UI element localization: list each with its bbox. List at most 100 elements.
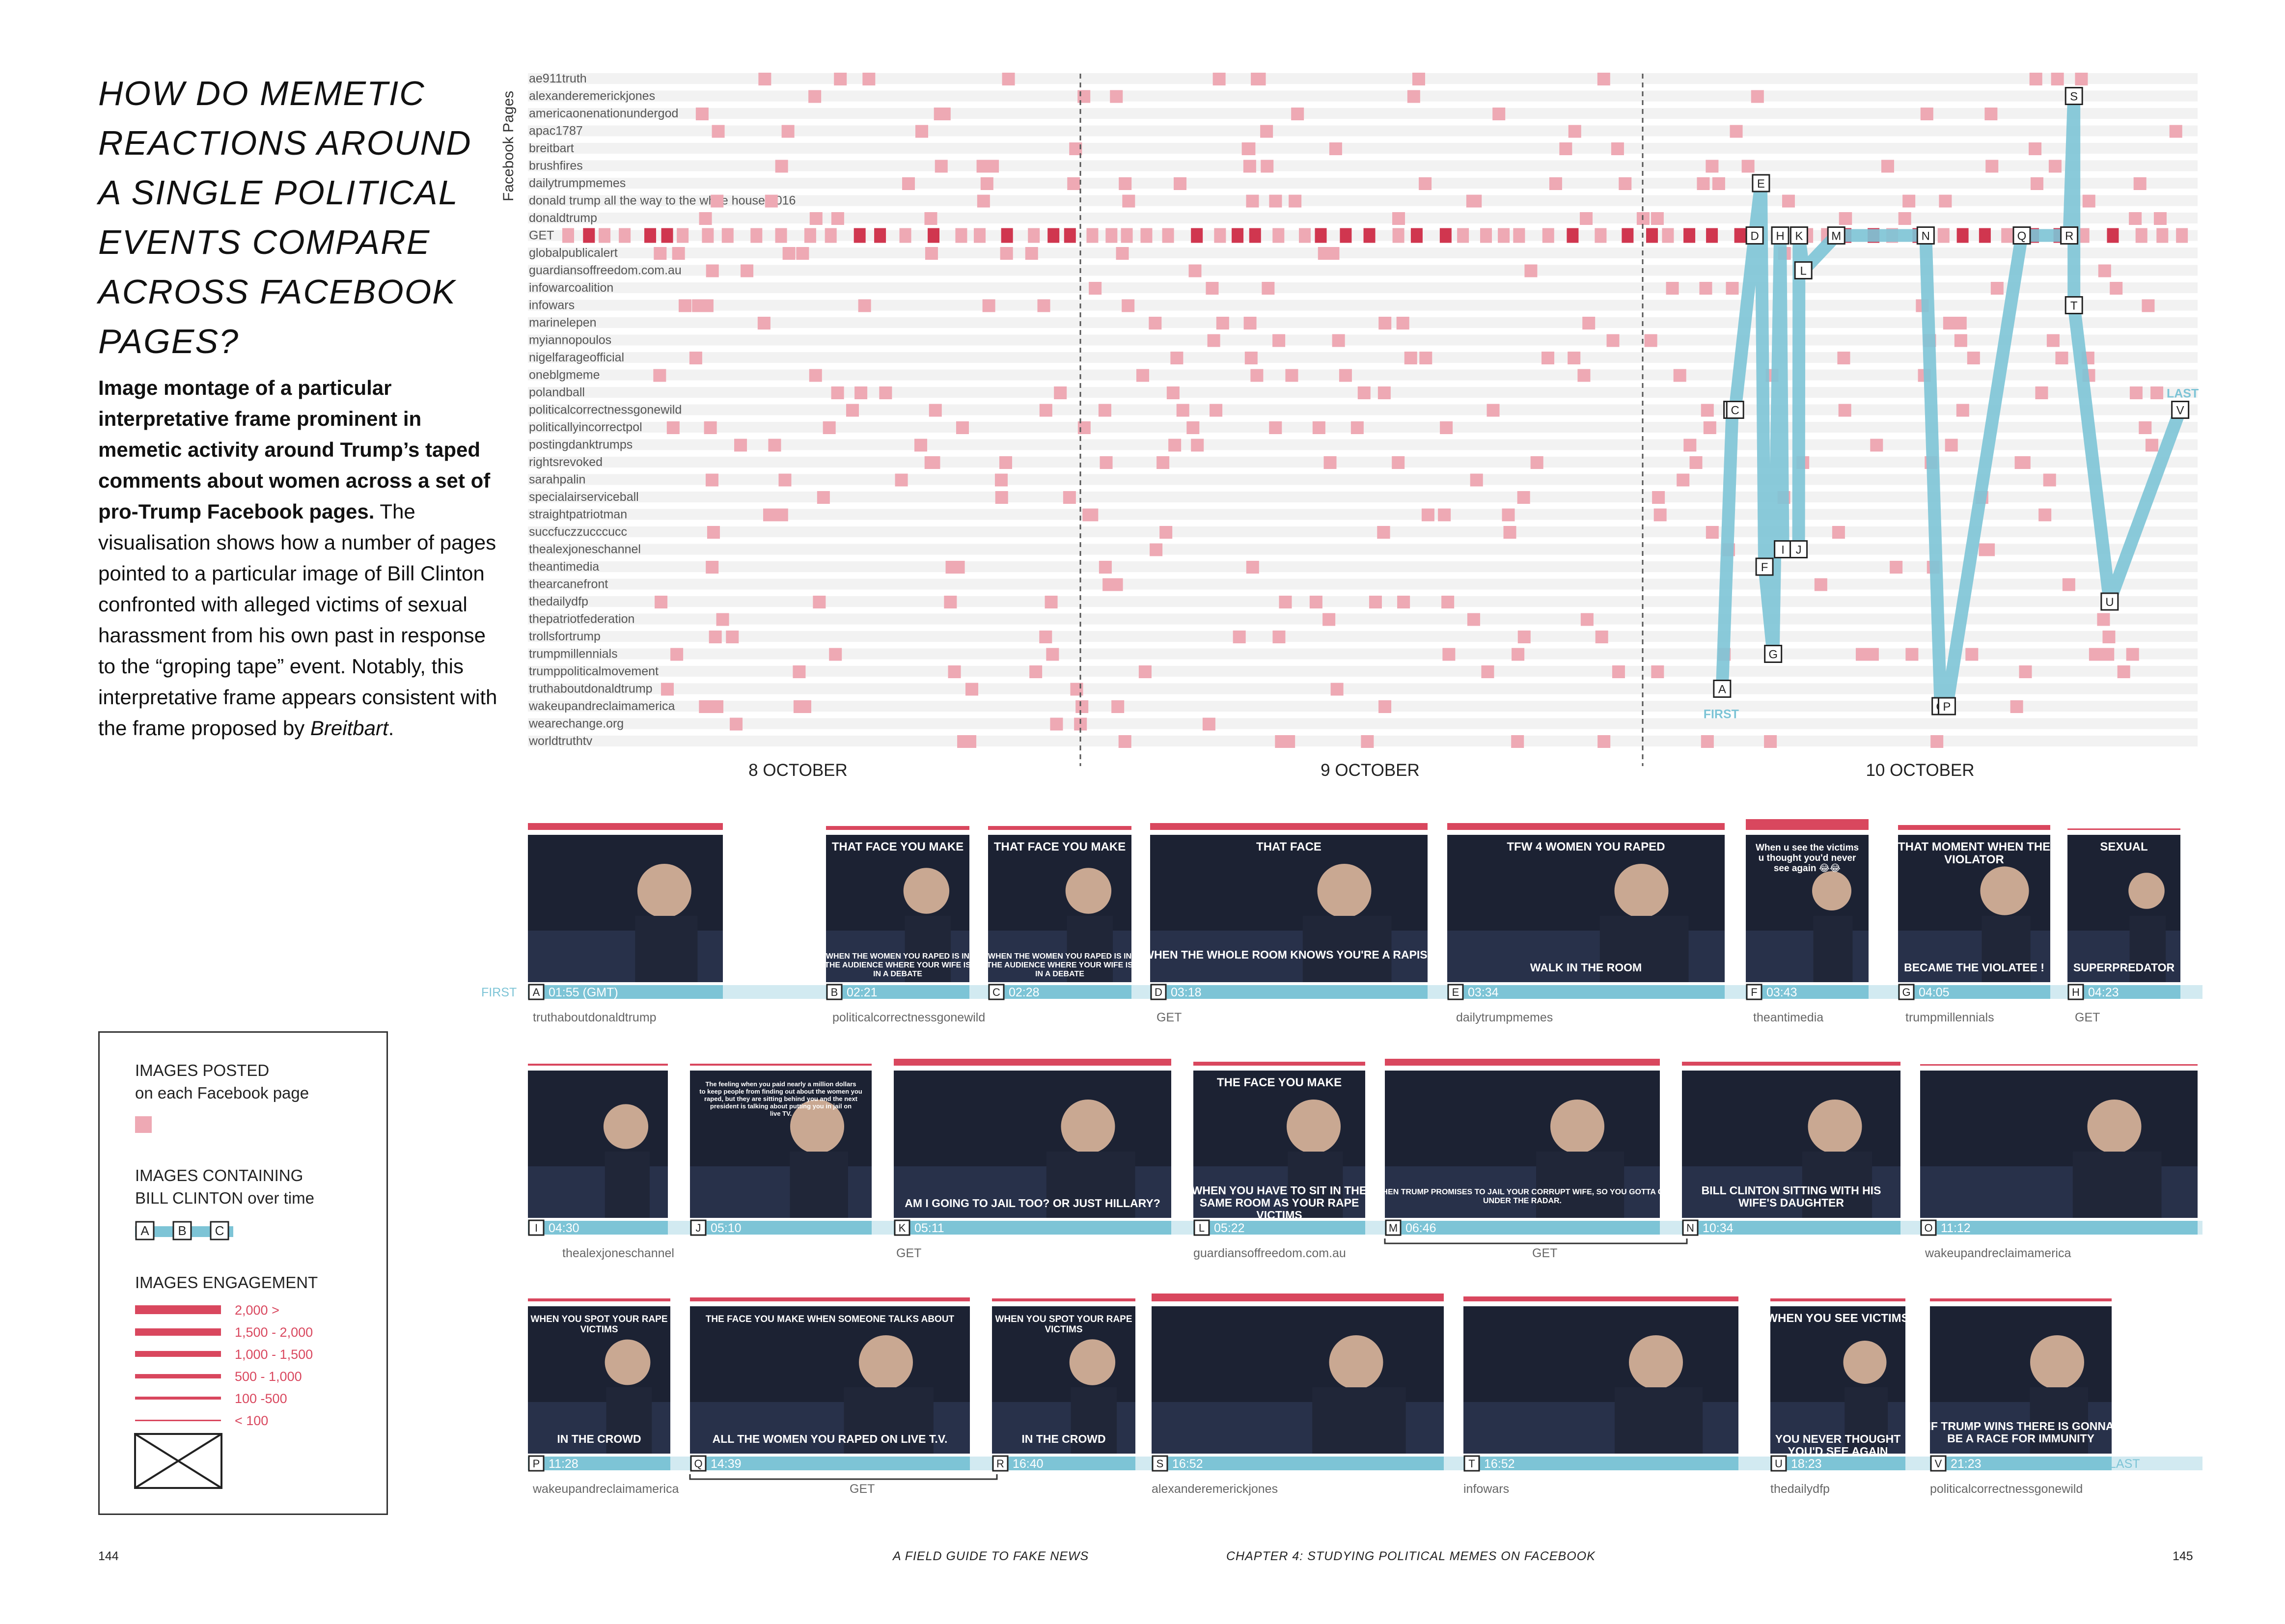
posted-image-square: [956, 421, 969, 434]
timeline-marker-box: [1771, 226, 1789, 245]
page-row-band: [528, 648, 2198, 660]
montage-marker-box: [1463, 1455, 1480, 1472]
posted-image-square: [1212, 73, 1226, 85]
posted-image-square: [1726, 282, 1739, 295]
timeline-marker-label: E: [1757, 177, 1765, 191]
montage-image-u: WHEN YOU SEE VICTIMS YOU NEVER THOUGHT YOU…: [1766, 1298, 1909, 1472]
meme-suit: [1288, 1152, 1343, 1218]
montage-time-band: [1770, 1457, 1905, 1470]
page-row-band: [528, 631, 2198, 642]
montage-time-label: 11:12: [1941, 1221, 1971, 1235]
meme-caption-top: When u see the victims u thought you'd ne…: [1756, 843, 1859, 874]
page-row-band: [528, 457, 2198, 468]
page-row-label: ae911truth: [529, 72, 587, 85]
posted-image-square: [711, 194, 724, 208]
posted-image-square: [1982, 543, 1995, 556]
posted-image-square: [1260, 125, 1273, 138]
meme-face: [2087, 1100, 2142, 1154]
posted-image-square: [1067, 177, 1080, 190]
engagement-bar: [1447, 823, 1725, 830]
montage-marker-box: [1150, 984, 1167, 1000]
meme-face: [1843, 1341, 1887, 1384]
legend-containing-subtitle: BILL CLINTON over time: [135, 1189, 314, 1207]
footer-left-title: A FIELD GUIDE TO FAKE NEWS: [893, 1549, 1089, 1563]
posted-image-square: [1119, 177, 1132, 190]
posted-image-square: [1712, 177, 1725, 190]
montage-marker-label: B: [831, 986, 838, 998]
description-end: .: [388, 716, 394, 740]
engagement-bar: [1920, 1064, 2198, 1066]
posted-image-square: [1001, 228, 1013, 243]
posted-image-square: [809, 212, 823, 225]
legend-engagement-label: 500 - 1,000: [235, 1369, 302, 1384]
timeline-marker-box: [2065, 87, 2083, 105]
timeline-marker-c: C: [1726, 401, 1744, 419]
posted-image-square: [944, 596, 957, 608]
montage-source-label: GET: [1156, 1011, 1182, 1024]
page-row-band: [528, 492, 2198, 502]
montage-marker-box: [1746, 984, 1762, 1000]
posted-image-square: [1870, 439, 1883, 452]
posted-image-square: [2010, 700, 2023, 713]
posted-image-square: [1118, 735, 1131, 748]
posted-image-square: [1480, 228, 1492, 243]
posted-image-square: [1611, 142, 1624, 155]
posted-image-square: [1039, 631, 1052, 643]
timeline-marker-u: U: [2100, 592, 2119, 611]
posted-image-square: [1159, 526, 1173, 539]
montage-time-band: [528, 1221, 668, 1235]
posted-image-square: [1984, 108, 1998, 120]
meme-face: [1629, 1335, 1683, 1389]
montage-source-label: alexanderemerickjones: [1152, 1482, 1278, 1496]
posted-image-square: [1207, 334, 1220, 347]
montage-source-label: GET: [850, 1482, 875, 1496]
posted-image-square: [2133, 177, 2147, 190]
posted-image-square: [1029, 665, 1043, 678]
engagement-bar: [690, 1297, 970, 1301]
montage-time-band: [1920, 1221, 2198, 1235]
montage-marker-label: G: [1902, 986, 1910, 998]
legend-engagement-bar: [135, 1351, 221, 1357]
posted-image-square: [704, 421, 717, 434]
posted-image-square: [977, 194, 990, 208]
timeline-marker-box: [2100, 592, 2119, 611]
meme-caption-bottom: WHEN THE WOMEN YOU RAPED IS IN THE AUDIEN…: [825, 952, 971, 978]
timeline-marker-box: [1789, 226, 1808, 245]
timeline-marker-a: A: [1713, 680, 1732, 698]
meme-suit: [1615, 1387, 1703, 1454]
montage-time-band: [1447, 985, 1725, 999]
posted-image-square: [1837, 352, 1850, 364]
montage-source-label: politicalcorrectnessgonewild: [832, 1011, 985, 1024]
posted-image-square: [1377, 386, 1391, 399]
posted-image-square: [1339, 369, 1352, 382]
posted-image-square: [1651, 665, 1664, 678]
montage-marker-box: [690, 1219, 707, 1236]
montage-marker-box: [1385, 1219, 1402, 1236]
montage-source-label: wakeupandreclaimamerica: [1925, 1246, 2071, 1260]
posted-image-square: [1279, 596, 1292, 608]
page-row: wearechange.org: [528, 717, 2198, 731]
montage-time-band: [1898, 985, 2050, 999]
posted-image-square: [670, 648, 684, 661]
timeline-marker-f: F: [1755, 557, 1774, 576]
posted-image-square: [734, 439, 747, 452]
posted-image-square: [699, 700, 712, 713]
posted-image-square: [2098, 264, 2111, 277]
posted-image-square: [1202, 717, 1215, 731]
date-label: 10 OCTOBER: [1866, 761, 1974, 780]
posted-image-square: [1186, 421, 1200, 434]
posted-image-square: [781, 125, 795, 138]
meme-caption-bottom: IN THE CROWD: [1021, 1432, 1105, 1445]
montage-marker-box: [2067, 984, 2084, 1000]
meme-caption-bottom: IN THE CROWD: [557, 1432, 641, 1445]
page-row: thealexjoneschannel: [528, 543, 2198, 556]
posted-image-square: [846, 404, 859, 417]
meme-face: [1329, 1335, 1383, 1389]
posted-image-square: [654, 247, 667, 260]
legend-engagement-bar: [135, 1397, 221, 1400]
posted-image-square: [2014, 456, 2028, 469]
timeline-marker-box: [1755, 557, 1774, 576]
posted-image-square: [2156, 228, 2169, 243]
posted-image-square: [995, 491, 1008, 504]
posted-image-square: [2062, 578, 2075, 591]
